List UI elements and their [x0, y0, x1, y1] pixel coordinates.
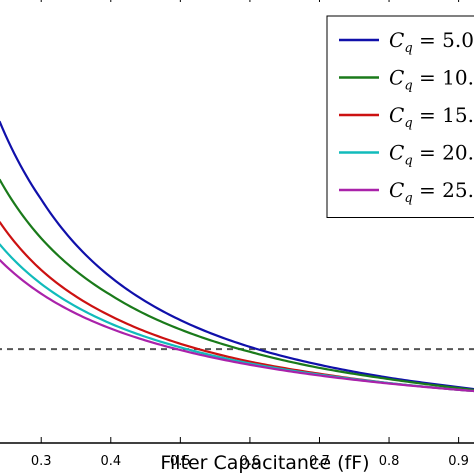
plot-area — [0, 120, 474, 393]
x-axis-title: Filter Capacitance (fF) — [160, 452, 369, 474]
legend-entry-3: Cq = 15. — [339, 103, 474, 131]
x-tick-label: 0.9 — [448, 454, 469, 469]
x-tick-label: 0.4 — [100, 454, 121, 469]
axes-frame — [0, 442, 474, 444]
x-tick-label: 0.6 — [240, 454, 261, 469]
legend-label: Cq = 15. — [389, 103, 474, 131]
series-line-5 — [0, 258, 474, 393]
series-line-1 — [0, 120, 474, 391]
legend-box — [326, 15, 474, 218]
legend-label: Cq = 25. — [389, 178, 474, 206]
legend: Cq = 5.0 Cq = 10. Cq = 15. Cq = 20. Cq = 25. — [326, 15, 474, 218]
legend-label: Cq = 10. — [389, 66, 474, 94]
x-tick-label: 0.7 — [309, 454, 330, 469]
x-axis-ticks: 0.3 0.4 0.5 0.6 0.7 0.8 0.9 — [31, 0, 469, 469]
series-line-3 — [0, 221, 474, 393]
legend-label: Cq = 5.0 — [389, 28, 474, 56]
x-tick-label: 0.5 — [170, 454, 191, 469]
x-tick-label: 0.3 — [31, 454, 52, 469]
plot-frame — [0, 442, 474, 444]
legend-label: Cq = 20. — [389, 141, 474, 169]
legend-entry-5: Cq = 25. — [339, 178, 474, 206]
legend-entry-2: Cq = 10. — [339, 66, 474, 94]
x-tick-label: 0.8 — [379, 454, 400, 469]
legend-entry-4: Cq = 20. — [339, 141, 474, 169]
legend-entry-1: Cq = 5.0 — [339, 28, 474, 56]
series-line-2 — [0, 178, 474, 392]
